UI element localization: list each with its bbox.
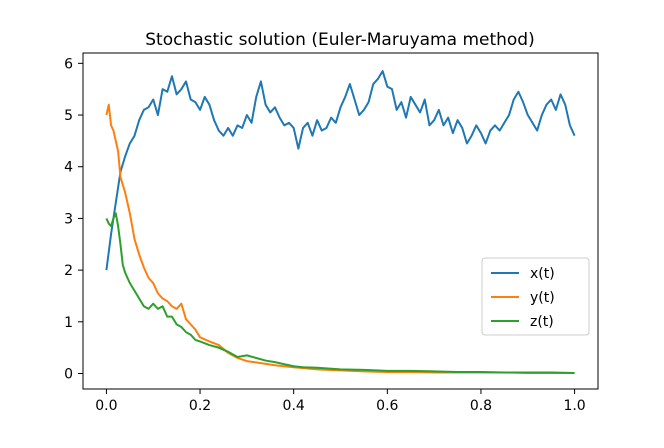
y-tick-label: 1 (64, 315, 73, 331)
x-tick-label: 0.4 (283, 398, 305, 414)
x-tick-label: 0.6 (376, 398, 398, 414)
plot-layer (105, 70, 576, 374)
series-line-2 (105, 103, 575, 374)
legend-label-1: x(t) (530, 266, 555, 282)
y-tick-label: 3 (64, 211, 73, 227)
x-tick-label: 0.8 (470, 398, 492, 414)
legend-box (481, 257, 590, 336)
y-tick-label: 5 (64, 108, 73, 124)
y-tick-label: 4 (64, 160, 73, 176)
x-tick-label: 0.0 (95, 398, 117, 414)
chart-title: Stochastic solution (Euler-Maruyama meth… (145, 30, 534, 50)
plot-frame (82, 52, 599, 390)
legend: x(t) y(t) z(t) (481, 257, 590, 336)
x-tick-label: 0.2 (189, 398, 211, 414)
series-line-3 (105, 212, 575, 374)
y-tick-label: 2 (64, 263, 73, 279)
y-tick-label: 0 (64, 366, 73, 382)
series-line-1 (105, 70, 576, 271)
legend-label-2: y(t) (530, 290, 555, 306)
axis-layer: 0.0 0.2 0.4 0.6 0.8 1.0 0 1 2 3 4 5 6 (64, 56, 586, 414)
x-tick-label: 1.0 (563, 398, 585, 414)
legend-label-3: z(t) (530, 314, 554, 330)
y-tick-label: 6 (64, 56, 73, 72)
